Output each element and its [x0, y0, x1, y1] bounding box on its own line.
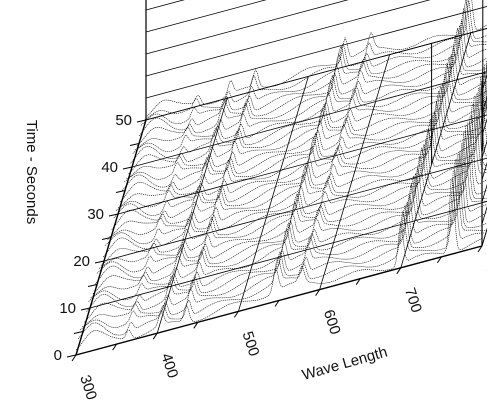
spectrum-trace: [92, 122, 487, 295]
spectrum-trace: [98, 96, 487, 269]
spectrum-trace: [94, 115, 487, 285]
x-axis-label: Wave Length: [300, 343, 389, 384]
y-tick-labels: 0 10 20 30 40 50: [54, 112, 132, 364]
x-tick-label: 600: [320, 308, 344, 337]
y-tick: [129, 143, 140, 146]
y-tick: [73, 331, 84, 334]
spectrum-trace: [101, 93, 487, 266]
x-tick: [152, 332, 158, 340]
spectrum-trace: [77, 169, 485, 340]
wall-gridline: [145, 0, 349, 55]
spectrum-trace: [121, 63, 487, 191]
y-tick: [66, 354, 77, 358]
spectrum-trace: [86, 142, 487, 312]
floor-gridline: [319, 54, 390, 290]
spectrum-trace: [80, 158, 487, 331]
spectrum-trace: [117, 82, 487, 209]
spectrum-trace: [75, 179, 483, 351]
y-tick-label: 40: [101, 159, 118, 176]
spectrum-trace: [115, 85, 487, 211]
x-tick: [193, 322, 199, 329]
spectrum-trace: [128, 46, 487, 175]
spectrum-trace: [130, 35, 487, 164]
y-tick: [87, 284, 98, 287]
y-tick: [80, 307, 91, 311]
x-tick: [112, 343, 118, 351]
x-tick: [477, 245, 483, 253]
floor-gridline: [400, 32, 472, 268]
x-tick: [233, 311, 239, 318]
spectrum-trace: [90, 125, 487, 298]
spectrum-trace: [124, 56, 487, 183]
x-tick-label: 700: [401, 286, 425, 315]
spectrum-trace: [140, 0, 487, 126]
floor-gridline: [89, 201, 487, 309]
spectrum-trace: [143, 0, 487, 121]
wall-gridline: [145, 0, 267, 33]
x-tick: [274, 300, 280, 307]
spectrum-trace: [111, 60, 487, 230]
wall-gridline: [145, 0, 431, 77]
spectrum-trace: [145, 0, 487, 118]
spectrum-trace: [84, 151, 487, 323]
y-tick-label: 0: [54, 347, 62, 364]
spectrum-trace: [105, 76, 487, 246]
y-tick-label: 10: [59, 300, 76, 317]
x-tick-label: 500: [239, 329, 263, 358]
spectrum-trace: [113, 77, 487, 219]
floor-gridline: [117, 114, 487, 215]
spectrum-trace: [103, 87, 487, 258]
y-tick: [122, 166, 133, 170]
y-tick-label: 50: [115, 112, 132, 129]
y-tick-label: 20: [73, 253, 90, 270]
floor-gridline: [145, 28, 487, 121]
x-tick-label: 300: [76, 373, 100, 402]
y-tick: [94, 260, 105, 264]
spectrum-trace: [82, 154, 487, 327]
floor-gridline: [131, 71, 487, 168]
y-tick: [108, 213, 119, 217]
y-tick-label: 30: [87, 206, 104, 223]
y-tick: [115, 190, 126, 193]
floor-gridline: [103, 157, 487, 262]
y-tick: [101, 237, 112, 240]
spectrum-trace: [134, 25, 487, 151]
x-tick: [396, 267, 402, 275]
spectrum-trace: [107, 67, 487, 240]
spectrum-trace: [96, 103, 487, 274]
spectrum-trace: [132, 28, 487, 154]
x-tick: [355, 278, 361, 285]
spectrum-trace: [109, 64, 487, 238]
x-tick-label: 800: [482, 264, 487, 293]
y-tick: [136, 119, 147, 123]
x-tick-labels: 300 400 500 600 700 800: [76, 264, 487, 402]
floor-gridline: [238, 76, 309, 312]
axes: [66, 119, 483, 362]
x-tick-label: 400: [157, 351, 181, 380]
chart-walls: [145, 0, 487, 247]
spectrum-trace: [88, 131, 487, 302]
spectrum-trace: [126, 54, 487, 180]
x-tick: [436, 256, 442, 264]
x-tick: [71, 354, 77, 362]
spectra-traces: [75, 0, 487, 351]
spectrum-trace: [138, 7, 487, 137]
wall-gridline: [145, 6, 487, 99]
spectrum-trace: [119, 74, 487, 203]
y-axis-label: Time - Seconds: [23, 120, 40, 224]
spectrum-trace: [136, 19, 487, 147]
x-tick: [315, 289, 321, 296]
